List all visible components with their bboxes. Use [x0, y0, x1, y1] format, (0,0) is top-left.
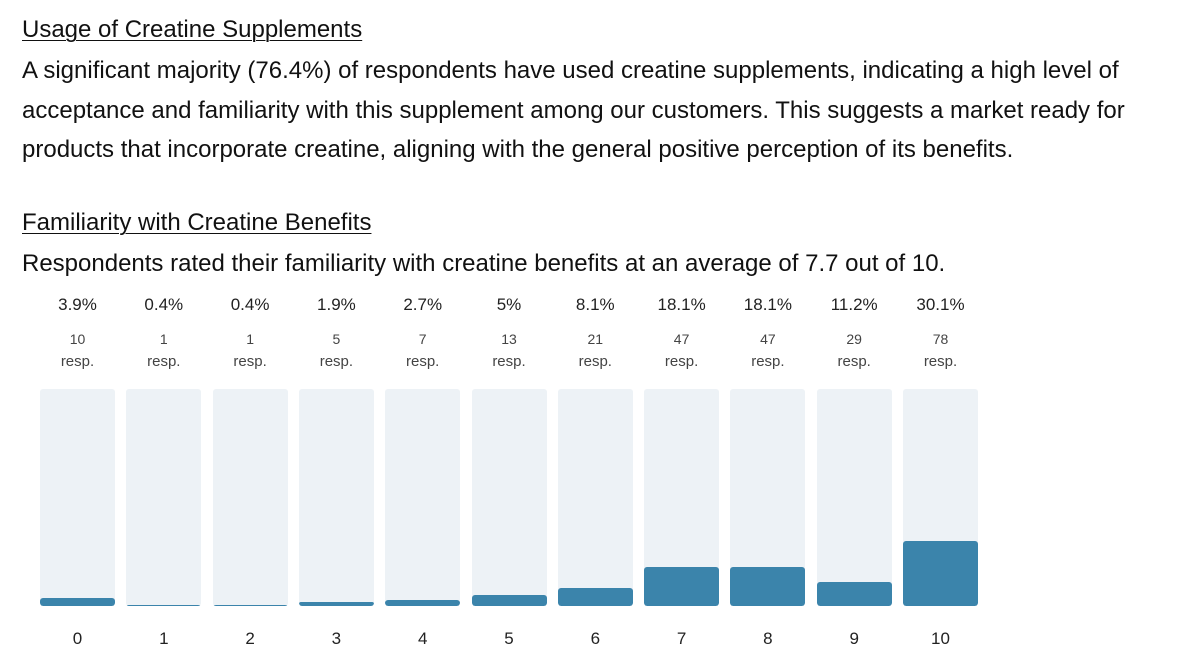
response-count: 7: [418, 331, 427, 347]
rating-column-2: 0.4% 1 resp. 2: [212, 285, 288, 653]
bar-track: [730, 389, 806, 606]
bar-track: [298, 389, 374, 606]
rating-column-3: 1.9% 5 resp. 3: [298, 285, 374, 653]
rating-label: 7: [676, 629, 687, 648]
response-count: 21: [587, 331, 604, 347]
percent-label: 0.4%: [144, 295, 184, 314]
rating-column-0: 3.9% 10 resp. 0: [40, 285, 115, 653]
bar-fill: [126, 605, 202, 606]
response-unit: resp.: [406, 353, 440, 370]
percent-label: 3.9%: [58, 295, 97, 314]
rating-label: 4: [417, 629, 428, 648]
percent-label: 18.1%: [657, 295, 706, 314]
rating-label: 8: [763, 629, 773, 648]
bar-fill: [40, 597, 115, 606]
response-unit: resp.: [751, 353, 785, 370]
bar-track: [557, 389, 633, 606]
percent-label: 2.7%: [403, 295, 443, 314]
rating-label: 6: [590, 629, 601, 648]
percent-label: 0.4%: [230, 295, 270, 314]
bar-fill: [644, 566, 720, 606]
bar-track: [644, 389, 720, 606]
percent-label: 8.1%: [575, 295, 615, 314]
bar-fill: [816, 581, 892, 606]
response-unit: resp.: [319, 353, 354, 370]
rating-column-4: 2.7% 7 resp. 4: [385, 285, 461, 653]
rating-column-1: 0.4% 1 resp. 1: [126, 285, 202, 653]
percent-label: 30.1%: [916, 295, 965, 314]
response-unit: resp.: [923, 353, 958, 370]
percent-label: 1.9%: [317, 295, 356, 314]
percent-label: 18.1%: [743, 295, 792, 314]
response-unit: resp.: [664, 353, 699, 370]
bar-track: [40, 389, 115, 606]
response-count: 29: [846, 331, 862, 347]
response-count: 1: [159, 331, 168, 347]
usage-section-title: Usage of Creatine Supplements: [22, 16, 363, 43]
bar-track: [385, 389, 461, 606]
rating-column-6: 8.1% 21 resp. 6: [557, 285, 633, 653]
familiarity-section-paragraph: Respondents rated their familiarity with…: [22, 250, 946, 277]
rating-column-10: 30.1% 78 resp. 10: [903, 285, 978, 653]
usage-section-paragraph: A significant majority (76.4%) of respon…: [22, 57, 1125, 163]
bar-fill: [385, 600, 461, 606]
rating-column-5: 5% 13 resp. 5: [471, 285, 547, 653]
rating-label: 5: [504, 629, 514, 648]
bar-track: [126, 389, 202, 606]
rating-label: 9: [849, 629, 859, 648]
response-count: 1: [246, 331, 254, 347]
rating-label: 0: [72, 629, 83, 648]
rating-column-8: 18.1% 47 resp. 8: [730, 285, 806, 653]
response-unit: resp.: [233, 353, 267, 370]
response-count: 47: [673, 331, 690, 347]
response-unit: resp.: [147, 353, 181, 370]
familiarity-section-title: Familiarity with Creatine Benefits: [22, 209, 372, 236]
bar-track: [816, 389, 892, 606]
rating-label: 1: [159, 629, 169, 648]
rating-label: 2: [245, 629, 255, 648]
response-count: 10: [69, 331, 86, 347]
response-unit: resp.: [578, 353, 612, 370]
familiarity-rating-chart: 3.9% 10 resp. 0 0.4% 1 resp. 1 0.4% 1 resp. 2 1.9% 5 r…: [0, 285, 1200, 653]
bar-fill: [903, 540, 978, 606]
rating-label: 10: [931, 629, 950, 648]
response-unit: resp.: [60, 353, 95, 370]
rating-column-7: 18.1% 47 resp. 7: [644, 285, 720, 653]
bar-fill: [471, 595, 547, 606]
bar-fill: [730, 566, 806, 606]
rating-column-9: 11.2% 29 resp. 9: [816, 285, 892, 653]
response-count: 47: [760, 331, 776, 347]
response-unit: resp.: [837, 353, 871, 370]
percent-label: 11.2%: [830, 295, 878, 314]
percent-label: 5%: [496, 295, 522, 314]
bar-track: [212, 389, 288, 606]
bar-fill: [212, 605, 288, 606]
bar-fill: [298, 601, 374, 606]
rating-label: 3: [331, 629, 342, 648]
bar-track: [903, 389, 978, 606]
bar-fill: [557, 588, 633, 606]
bar-track: [471, 389, 547, 606]
response-count: 13: [501, 331, 517, 347]
response-count: 78: [932, 331, 949, 347]
response-unit: resp.: [492, 353, 526, 370]
response-count: 5: [332, 331, 341, 347]
